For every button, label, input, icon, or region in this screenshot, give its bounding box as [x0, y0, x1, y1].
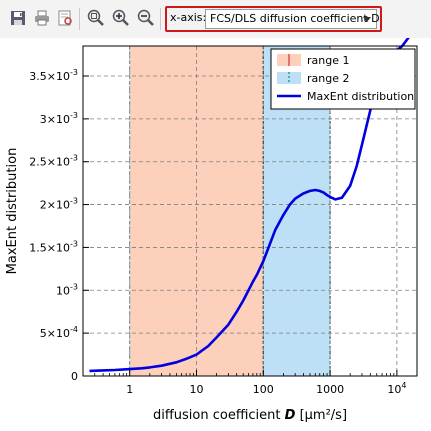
- x-tick-label: 100: [253, 383, 274, 396]
- xaxis-label: x-axis:: [170, 11, 207, 24]
- y-axis-label: MaxEnt distribution: [5, 148, 20, 275]
- y-tick-label: 1.5×10-3: [29, 239, 78, 254]
- save-icon[interactable]: [8, 8, 28, 28]
- x-axis-label: diffusion coefficient D [µm²/s]: [153, 408, 347, 423]
- toolbar-separator: [79, 8, 80, 30]
- xaxis-select-value: FCS/DLS diffusion coefficient D: [210, 12, 380, 25]
- zoom-fit-icon[interactable]: [86, 8, 106, 28]
- xaxis-select[interactable]: FCS/DLS diffusion coefficient D: [205, 9, 380, 29]
- y-tick-label: 3×10-3: [40, 111, 78, 126]
- chevron-down-icon: [363, 17, 371, 22]
- toolbar-separator: [160, 8, 161, 30]
- x-tick-label: 104: [387, 381, 406, 396]
- xaxis-highlight-frame: [165, 6, 382, 32]
- maxent-chart: 1 10 100 1000 104 0 5×10-4 10-3 1.5×10-3 2×10-3 2.…: [5, 32, 418, 423]
- y-tick-label: 10-3: [56, 282, 78, 297]
- legend-label-series: MaxEnt distribution: [307, 90, 414, 103]
- legend-label-range-2: range 2: [307, 72, 349, 85]
- y-tick-label: 2×10-3: [40, 197, 78, 212]
- toolbar: x-axis: FCS/DLS diffusion coefficient D: [0, 0, 431, 38]
- x-tick-label: 1000: [316, 383, 344, 396]
- y-tick-label: 3.5×10-3: [29, 68, 78, 83]
- plot-area: 1 10 100 1000 104 0 5×10-4 10-3 1.5×10-3 2×10-3 2.…: [0, 32, 431, 427]
- print-icon[interactable]: [32, 8, 52, 28]
- plot-frame: [82, 45, 418, 377]
- y-tick-label: 2.5×10-3: [29, 154, 78, 169]
- zoom-out-icon[interactable]: [136, 8, 156, 28]
- legend-label-range-1: range 1: [307, 54, 349, 67]
- x-tick-label: 10: [189, 383, 203, 396]
- y-tick-label: 5×10-4: [40, 325, 78, 340]
- y-tick-label: 0: [71, 370, 78, 383]
- x-tick-label: 1: [126, 383, 133, 396]
- print-preview-icon[interactable]: [55, 8, 75, 28]
- zoom-in-icon[interactable]: [111, 8, 131, 28]
